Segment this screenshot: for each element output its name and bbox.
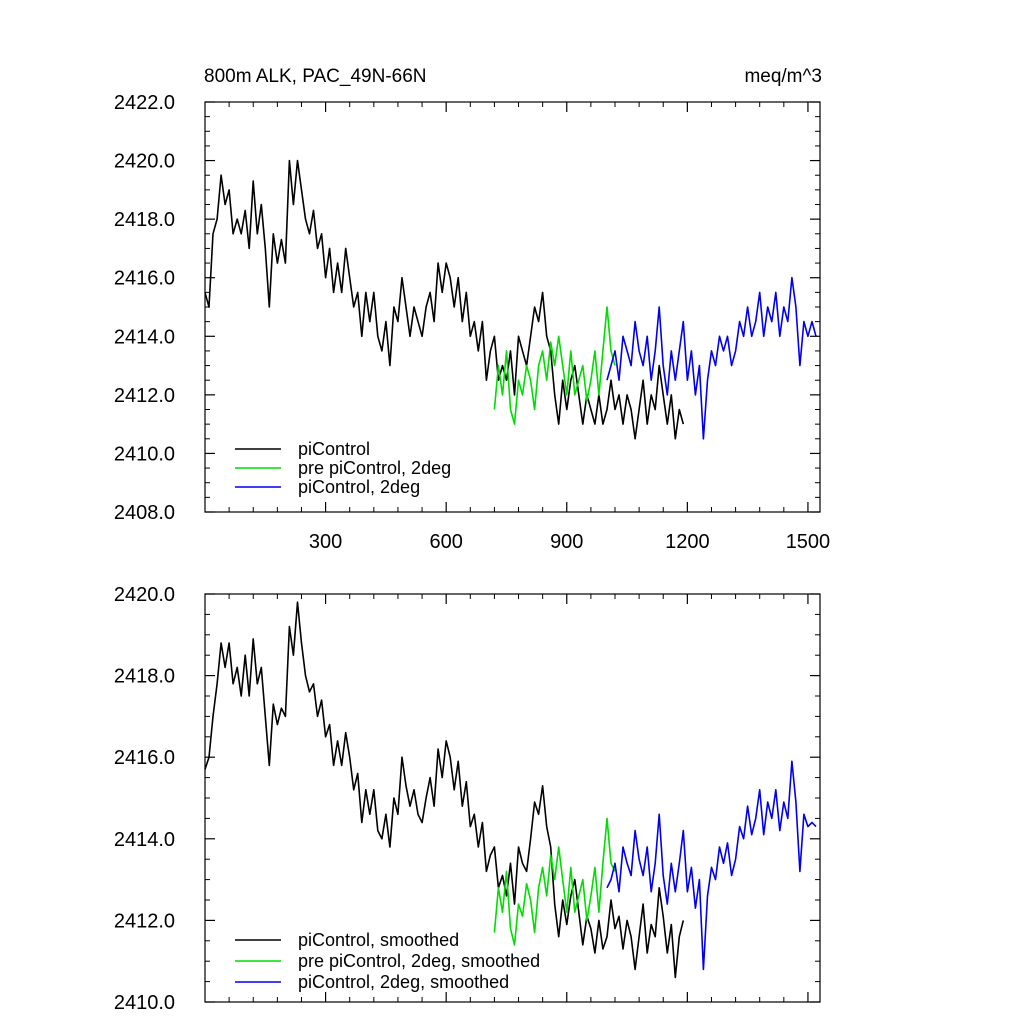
series-line-2 — [606, 276, 817, 440]
chart-top: 800m ALK, PAC_49N-66N meq/m^3 300 600 900 1… — [114, 66, 830, 553]
y-tick-label: 2410.0 — [114, 443, 175, 465]
legend-label: piControl, smoothed — [298, 930, 459, 950]
axis-layer: 2410.0 2412.0 2414.0 2416.0 2418.0 2420.0 — [114, 584, 821, 1014]
axis-layer: 300 600 900 1200 1500 2408.0 2410.0 2412.0 2414.… — [114, 92, 830, 553]
series-line-0 — [204, 601, 685, 979]
y-tick-label: 2408.0 — [114, 502, 175, 524]
legend-label: pre piControl, 2deg, smoothed — [298, 951, 540, 971]
series-line-1 — [493, 817, 616, 946]
y-tick-label: 2410.0 — [114, 992, 175, 1014]
legend-label: pre piControl, 2deg — [298, 458, 451, 478]
legend-label: piControl, 2deg, smoothed — [298, 972, 509, 992]
series-layer — [204, 601, 817, 979]
units-label: meq/m^3 — [744, 66, 822, 87]
x-tick-label: 300 — [309, 531, 342, 553]
x-tick-label: 1500 — [786, 531, 831, 553]
y-tick-label: 2414.0 — [114, 829, 175, 851]
series-line-0 — [204, 159, 685, 440]
y-tick-label: 2412.0 — [114, 910, 175, 932]
y-tick-label: 2418.0 — [114, 666, 175, 688]
series-line-2 — [606, 760, 817, 971]
y-tick-label: 2414.0 — [114, 326, 175, 348]
legend-label: piControl, 2deg — [298, 477, 420, 497]
x-tick-label: 900 — [550, 531, 583, 553]
x-tick-label: 1200 — [665, 531, 710, 553]
y-tick-label: 2420.0 — [114, 151, 175, 173]
y-tick-label: 2416.0 — [114, 268, 175, 290]
x-tick-label: 600 — [429, 531, 462, 553]
series-layer — [204, 159, 817, 440]
y-tick-label: 2420.0 — [114, 584, 175, 606]
y-tick-label: 2422.0 — [114, 92, 175, 114]
chart-title: 800m ALK, PAC_49N-66N — [204, 66, 427, 87]
y-tick-label: 2412.0 — [114, 385, 175, 407]
chart-bottom: 2410.0 2412.0 2414.0 2416.0 2418.0 2420.0 piC… — [114, 584, 821, 1014]
legend-label: piControl — [298, 439, 370, 459]
y-tick-label: 2416.0 — [114, 747, 175, 769]
y-tick-label: 2418.0 — [114, 209, 175, 231]
series-line-1 — [493, 306, 616, 425]
